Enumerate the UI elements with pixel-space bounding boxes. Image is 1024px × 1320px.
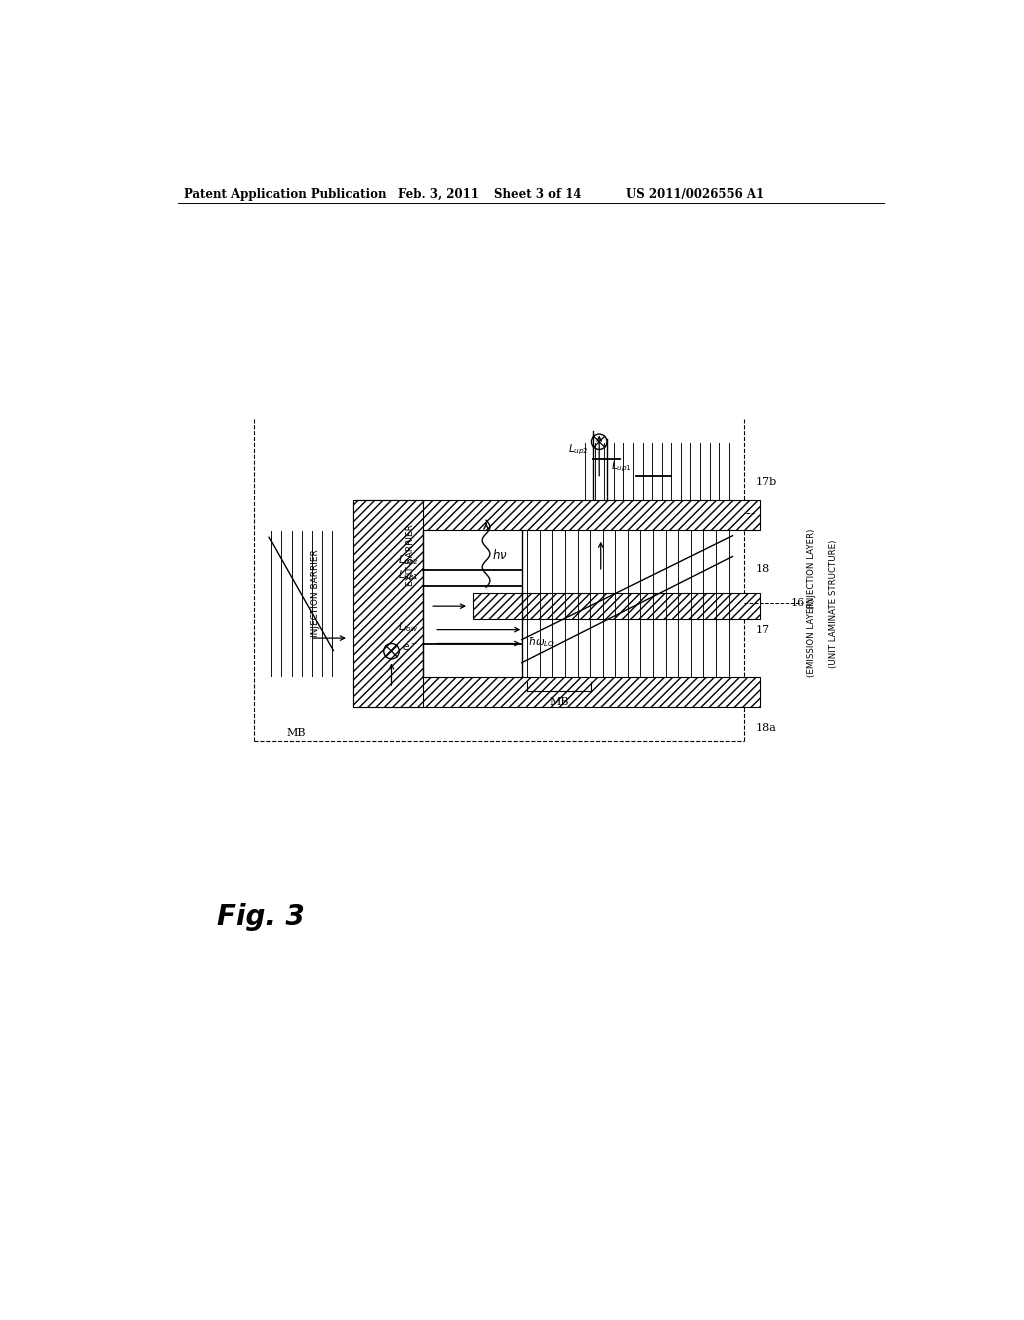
Text: $L_{up2}$: $L_{up2}$ — [397, 553, 419, 568]
Text: $\hbar\omega_{LO}$: $\hbar\omega_{LO}$ — [528, 635, 555, 649]
Text: $L_{up2}$: $L_{up2}$ — [568, 442, 589, 457]
Text: Patent Application Publication: Patent Application Publication — [183, 187, 386, 201]
Text: MB: MB — [287, 729, 306, 738]
Text: $h\nu$: $h\nu$ — [493, 548, 508, 562]
Text: $L_{up1}$: $L_{up1}$ — [610, 459, 632, 474]
Bar — [473, 594, 760, 619]
Text: Feb. 3, 2011: Feb. 3, 2011 — [397, 187, 478, 201]
Bar — [352, 677, 760, 706]
Text: $e^-$: $e^-$ — [402, 642, 418, 653]
Bar — [352, 500, 423, 706]
Text: 18: 18 — [756, 564, 770, 574]
Text: INJECTION BARRIER: INJECTION BARRIER — [311, 549, 321, 638]
Text: 17b: 17b — [756, 477, 777, 487]
Text: 16: 16 — [791, 598, 805, 609]
Text: US 2011/0026556 A1: US 2011/0026556 A1 — [626, 187, 764, 201]
Text: $L_{up1}$: $L_{up1}$ — [397, 569, 419, 583]
Text: 17: 17 — [756, 626, 770, 635]
Text: Fig. 3: Fig. 3 — [217, 903, 305, 931]
Text: $L_{low}$: $L_{low}$ — [398, 620, 419, 635]
Text: 18a: 18a — [756, 723, 776, 733]
Bar — [352, 500, 760, 529]
Text: MB: MB — [550, 697, 569, 708]
Text: Sheet 3 of 14: Sheet 3 of 14 — [494, 187, 582, 201]
Text: (INJECTION LAYER): (INJECTION LAYER) — [807, 528, 816, 609]
Text: (EMISSION LAYER): (EMISSION LAYER) — [807, 599, 816, 677]
Text: (UNIT LAMINATE STRUCTURE): (UNIT LAMINATE STRUCTURE) — [828, 540, 838, 668]
Text: EXIT BARRIER: EXIT BARRIER — [407, 524, 416, 586]
